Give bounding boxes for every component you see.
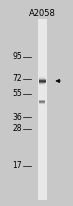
Bar — [40, 85, 45, 86]
Bar — [40, 76, 45, 77]
Bar — [39, 84, 45, 85]
Text: 95: 95 — [12, 52, 22, 61]
Text: 72: 72 — [12, 74, 22, 83]
Text: 36: 36 — [12, 112, 22, 122]
Bar — [39, 77, 45, 78]
Bar — [38, 19, 47, 200]
Bar — [39, 101, 45, 102]
Bar — [39, 99, 45, 100]
Text: 55: 55 — [12, 89, 22, 98]
Bar — [39, 83, 45, 84]
Bar — [39, 80, 46, 81]
Text: 28: 28 — [12, 124, 22, 133]
Text: A2058: A2058 — [29, 9, 56, 18]
Text: 17: 17 — [12, 161, 22, 170]
Bar — [39, 100, 45, 101]
Bar — [39, 81, 46, 82]
Bar — [39, 82, 46, 83]
Bar — [39, 103, 45, 104]
Bar — [39, 78, 45, 79]
Bar — [39, 102, 45, 103]
Bar — [39, 79, 46, 80]
Bar — [39, 104, 45, 105]
